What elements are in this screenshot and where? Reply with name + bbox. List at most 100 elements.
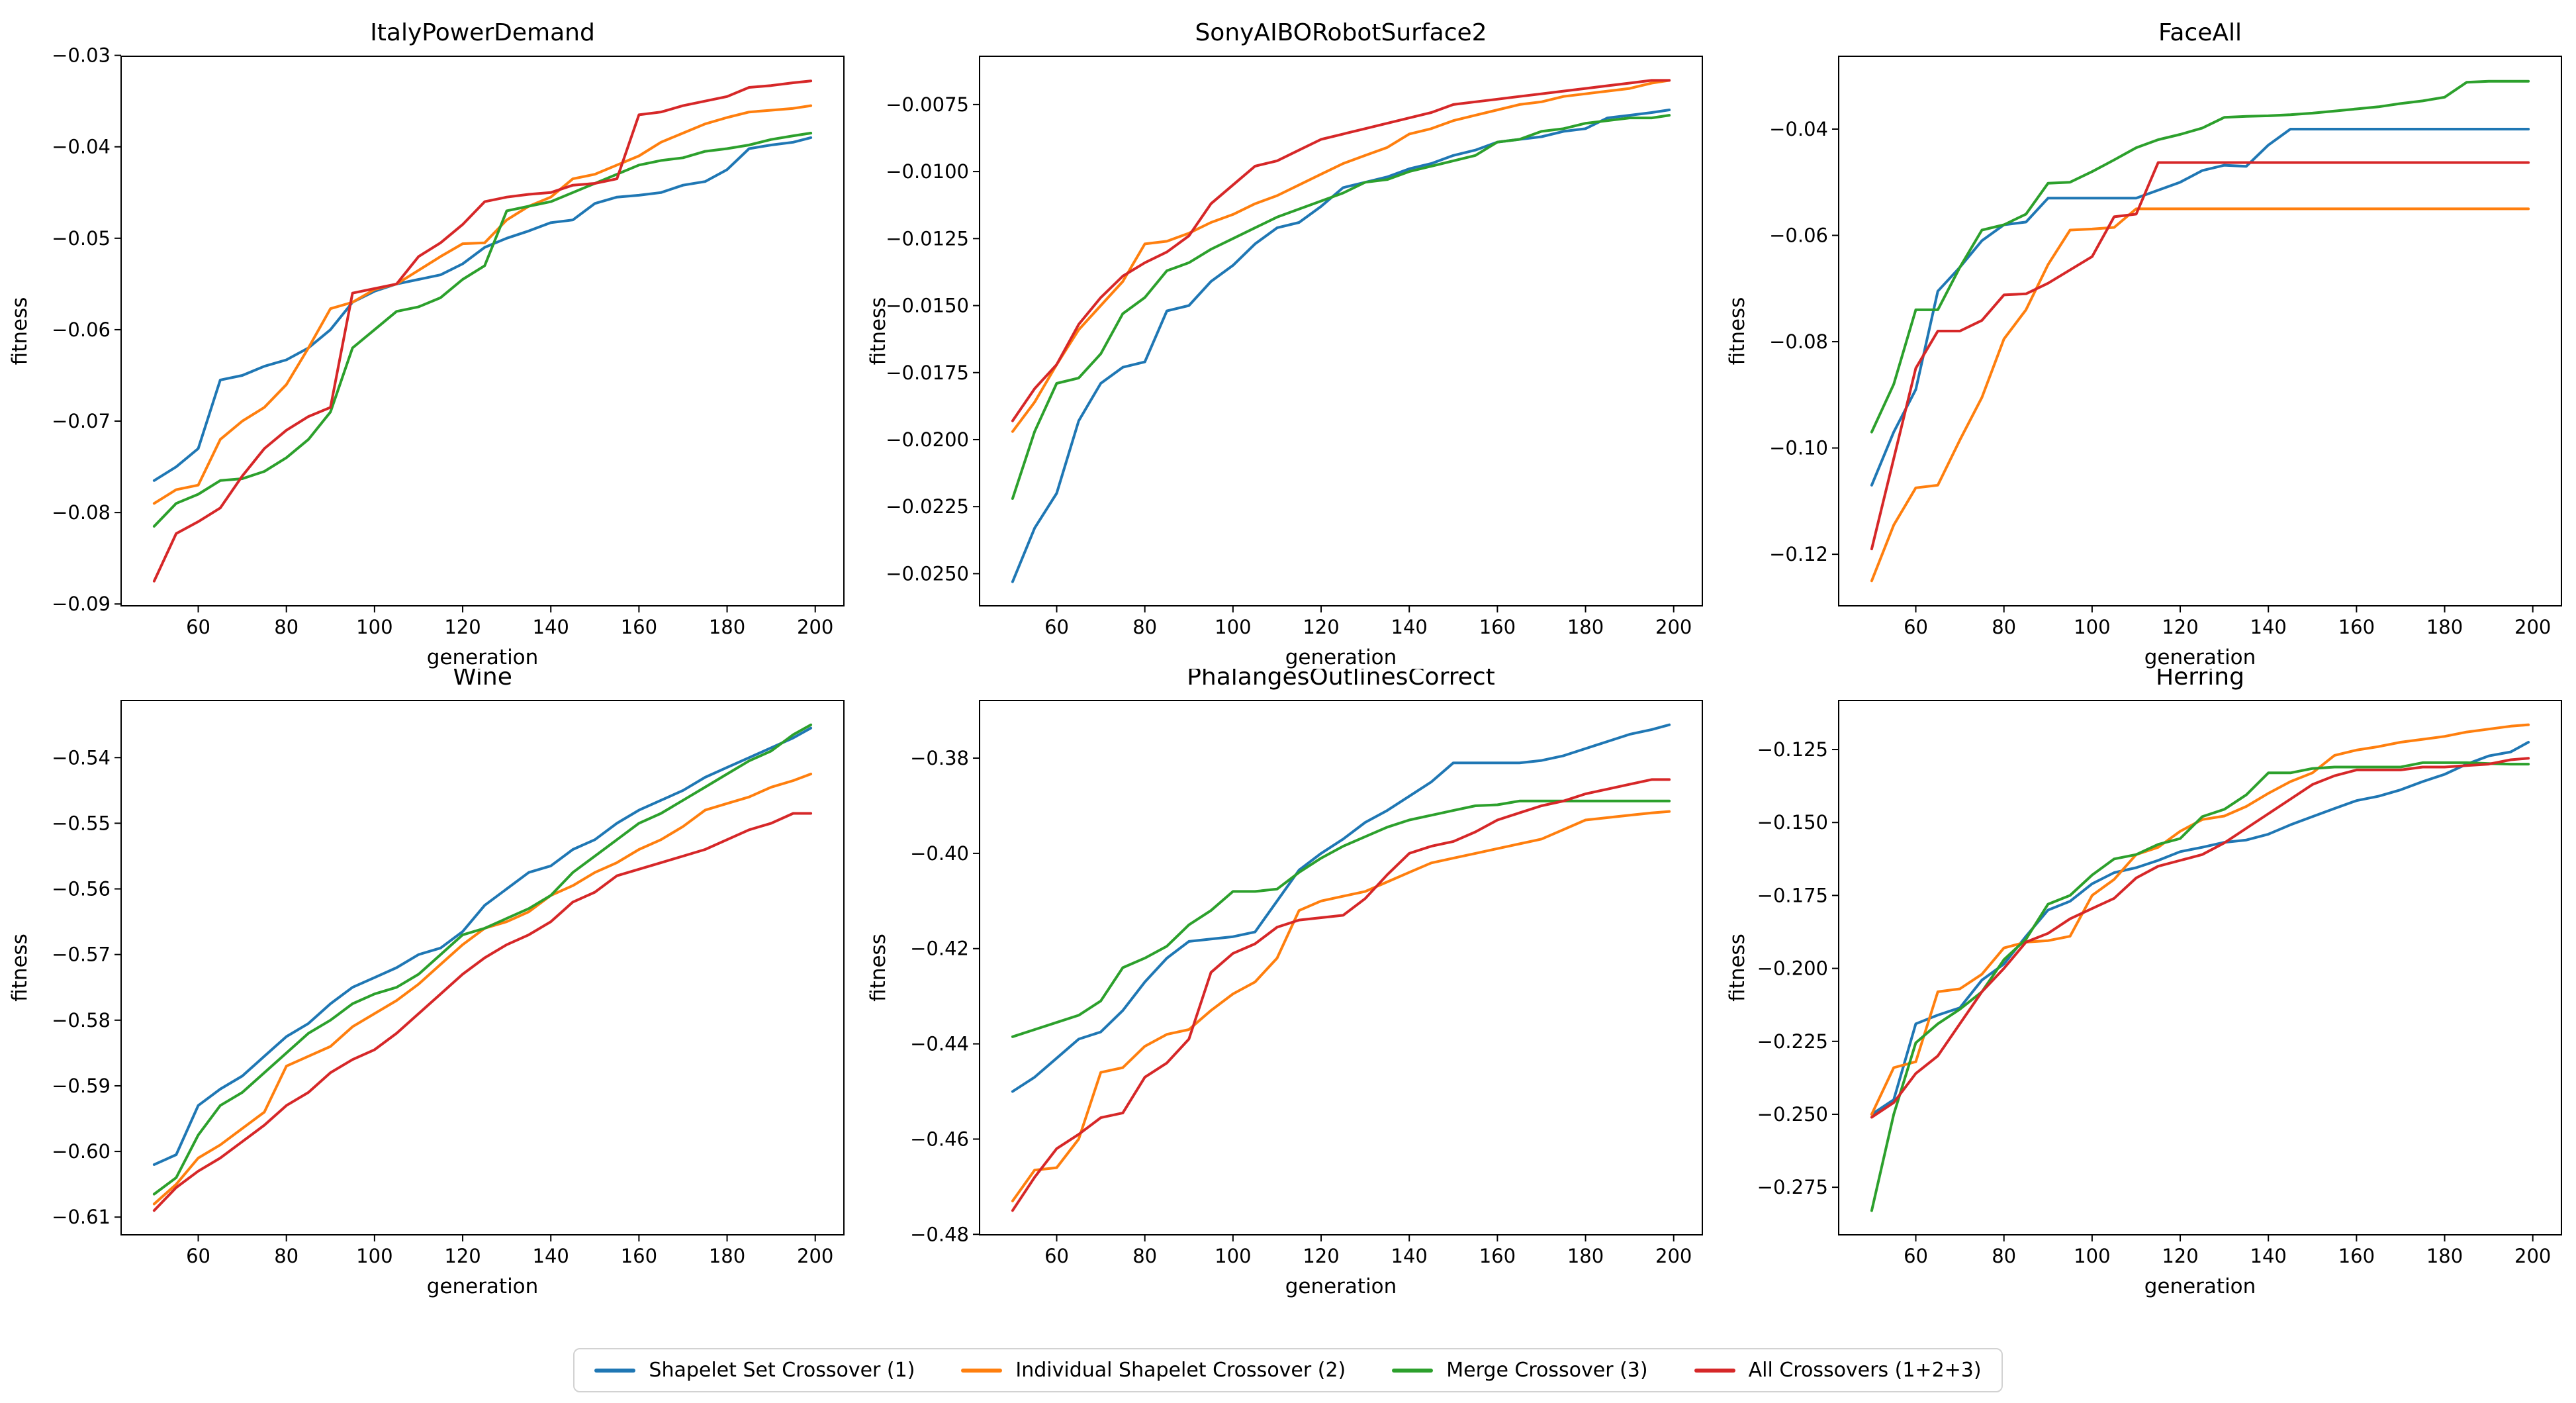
legend-item-3: All Crossovers (1+2+3) — [1694, 1359, 1982, 1382]
x-tick-label: 120 — [2162, 1245, 2198, 1267]
y-tick-label: −0.04 — [1769, 118, 1828, 140]
series-line-1 — [1870, 723, 2530, 1116]
series-line-1 — [152, 773, 813, 1206]
y-tick-label: −0.07 — [52, 410, 111, 432]
x-tick-label: 180 — [709, 616, 745, 638]
x-axis-label: generation — [1285, 646, 1397, 669]
series-line-3 — [1011, 778, 1671, 1212]
x-axis-label: generation — [1285, 1275, 1397, 1298]
x-tick-label: 180 — [1567, 1245, 1604, 1267]
x-tick-label: 140 — [1391, 616, 1428, 638]
y-axis-label: fitness — [1725, 934, 1749, 1002]
x-tick-label: 60 — [186, 616, 210, 638]
series-line-3 — [1011, 79, 1671, 422]
x-tick-label: 160 — [1479, 616, 1516, 638]
chart-sony-aibo-robot-surface2: 60 80 100 120 140 160 180 200 −0.0075 −0.0100 −0.0… — [858, 0, 1718, 669]
y-tick-label: −0.0075 — [886, 93, 969, 116]
y-tick-label: −0.175 — [1757, 884, 1828, 906]
y-tick-label: −0.60 — [52, 1140, 111, 1163]
legend-row: Shapelet Set Crossover (1) Individual Sha… — [0, 1337, 2576, 1403]
chart-face-all: 60 80 100 120 140 160 180 200 −0.04 −0.06 −0.08 −0.… — [1718, 0, 2576, 669]
x-tick-label: 200 — [1655, 616, 1692, 638]
series-line-2 — [1011, 799, 1671, 1038]
y-tick-label: −0.40 — [910, 842, 969, 865]
charts-grid: 60 80 100 120 140 160 180 200 −0.03 −0.04 −0.05 −0.… — [0, 0, 2576, 1337]
x-tick-label: 200 — [2514, 616, 2551, 638]
x-tick-label: 200 — [797, 616, 833, 638]
y-tick-label: −0.0100 — [886, 160, 969, 183]
legend-item-label: Shapelet Set Crossover (1) — [649, 1359, 915, 1382]
x-tick-label: 100 — [2074, 1245, 2110, 1267]
x-tick-label: 100 — [2074, 616, 2110, 638]
x-tick-label: 200 — [797, 1245, 833, 1267]
plot-border — [120, 700, 845, 1235]
legend-item-label: Merge Crossover (3) — [1446, 1359, 1648, 1382]
y-axis-label: fitness — [866, 297, 890, 365]
chart-title: SonyAIBORobotSurface2 — [1195, 19, 1487, 46]
plot-border — [979, 700, 1703, 1235]
x-axis-label: generation — [427, 1275, 539, 1298]
x-tick-label: 60 — [186, 1245, 210, 1267]
series-line-2 — [1870, 79, 2530, 434]
chart-canvas: 60 80 100 120 140 160 180 200 −0.38 −0.40 −0.42 −0.… — [866, 669, 1703, 1298]
series-line-3 — [152, 79, 813, 583]
series-line-0 — [152, 726, 813, 1166]
y-axis-label: fitness — [1725, 297, 1749, 365]
chart-canvas: 60 80 100 120 140 160 180 200 −0.03 −0.04 −0.05 −0.… — [8, 19, 845, 669]
chart-canvas: 60 80 100 120 140 160 180 200 −0.54 −0.55 −0.56 −0.… — [8, 669, 845, 1298]
x-tick-label: 120 — [444, 1245, 481, 1267]
x-tick-label: 120 — [1303, 616, 1339, 638]
y-tick-label: −0.08 — [1769, 330, 1828, 353]
legend-item-1: Individual Shapelet Crossover (2) — [961, 1359, 1346, 1382]
x-tick-label: 120 — [444, 616, 481, 638]
series-line-0 — [1870, 128, 2530, 487]
x-tick-label: 100 — [356, 616, 392, 638]
x-tick-label: 180 — [1567, 616, 1604, 638]
series-line-2 — [152, 723, 813, 1196]
y-axis-label: fitness — [8, 934, 32, 1002]
x-tick-label: 80 — [274, 616, 299, 638]
y-tick-label: −0.0250 — [886, 562, 969, 585]
y-axis-label: fitness — [866, 934, 890, 1002]
chart-title: Wine — [453, 669, 512, 691]
chart-phalanges-outlines-correct: 60 80 100 120 140 160 180 200 −0.38 −0.40 −0.42 −0.… — [858, 669, 1718, 1337]
y-tick-label: −0.05 — [52, 227, 111, 250]
series-line-2 — [1870, 761, 2530, 1212]
x-tick-label: 60 — [1904, 1245, 1928, 1267]
x-tick-label: 80 — [1132, 616, 1157, 638]
chart-title: FaceAll — [2158, 19, 2242, 46]
y-tick-label: −0.06 — [1769, 224, 1828, 247]
series-line-1 — [1011, 79, 1671, 433]
x-tick-label: 140 — [2250, 1245, 2287, 1267]
x-tick-label: 180 — [2426, 1245, 2463, 1267]
x-tick-label: 120 — [1303, 1245, 1339, 1267]
x-tick-label: 140 — [2250, 616, 2287, 638]
x-tick-label: 180 — [709, 1245, 745, 1267]
x-axis-label: generation — [2144, 1275, 2256, 1298]
x-tick-label: 100 — [1215, 1245, 1251, 1267]
x-tick-label: 60 — [1044, 1245, 1069, 1267]
chart-canvas: 60 80 100 120 140 160 180 200 −0.0075 −0.0100 −0.0… — [866, 19, 1703, 669]
y-tick-label: −0.12 — [1769, 543, 1828, 565]
legend-line-swatch — [1392, 1368, 1434, 1373]
legend-line-swatch — [961, 1368, 1003, 1373]
x-tick-label: 140 — [1391, 1245, 1428, 1267]
chart-canvas: 60 80 100 120 140 160 180 200 −0.125 −0.150 −0.175… — [1725, 669, 2562, 1298]
y-tick-label: −0.150 — [1757, 811, 1828, 834]
y-tick-label: −0.06 — [52, 318, 111, 341]
series-line-3 — [1870, 757, 2530, 1119]
x-tick-label: 140 — [533, 1245, 569, 1267]
legend-item-label: All Crossovers (1+2+3) — [1748, 1359, 1982, 1382]
x-tick-label: 140 — [533, 616, 569, 638]
plot-border — [1838, 700, 2562, 1235]
x-tick-label: 60 — [1044, 616, 1069, 638]
y-tick-label: −0.08 — [52, 501, 111, 524]
y-tick-label: −0.0200 — [886, 428, 969, 451]
chart-italy-power-demand: 60 80 100 120 140 160 180 200 −0.03 −0.04 −0.05 −0.… — [0, 0, 858, 669]
chart-title: PhalangesOutlinesCorrect — [1187, 669, 1495, 691]
y-tick-label: −0.0175 — [886, 362, 969, 384]
legend-line-swatch — [1694, 1368, 1735, 1373]
y-tick-label: −0.48 — [910, 1223, 969, 1245]
y-tick-label: −0.59 — [52, 1075, 111, 1097]
